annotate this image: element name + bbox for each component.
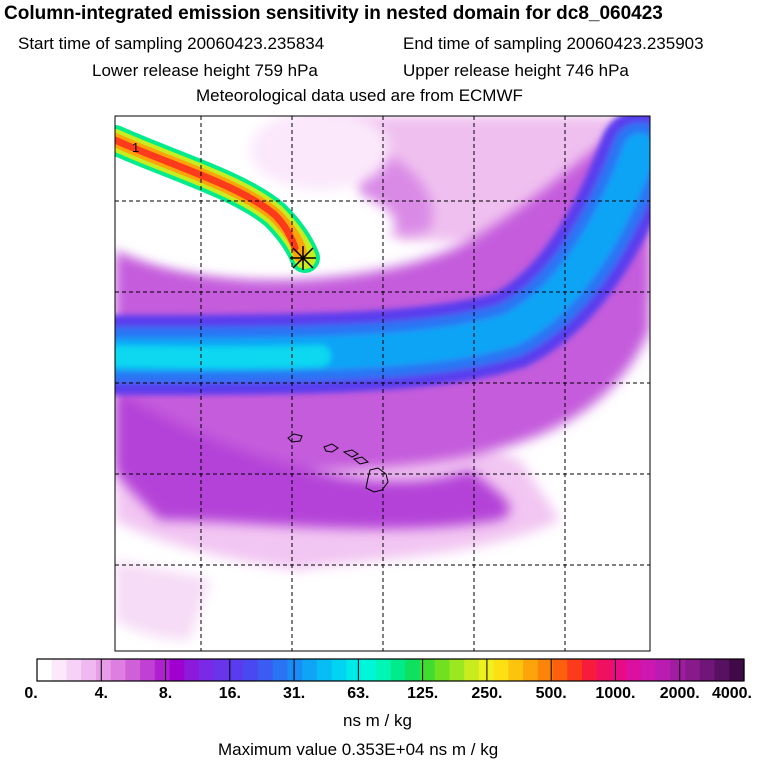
colorbar-swatch [523,659,539,681]
colorbar-swatch [213,659,230,681]
map-grid [115,116,650,651]
colorbar-unit-label: ns m / kg [343,711,412,730]
colorbar-swatch [346,659,362,681]
map-frame [114,115,651,652]
colorbar-swatch [390,659,406,681]
colorbar-swatch [419,659,436,681]
colorbar-tick-label: 0. [24,685,37,702]
start-time-label: Start time of sampling 20060423.235834 [18,34,325,53]
colorbar-swatch [95,659,112,681]
colorbar-swatch [154,659,171,681]
colorbar-swatch [184,659,200,681]
release-point-marker [290,246,316,270]
colorbar-swatch [493,659,509,681]
colorbar-swatch [729,659,745,681]
colorbar-tick-label: 250. [471,685,502,702]
end-time-label: End time of sampling 20060423.235903 [403,34,704,53]
colorbar-swatch [611,659,627,681]
colorbar-tick-label: 2000. [660,685,700,702]
colorbar-swatch [66,659,82,681]
colorbar-swatch [449,659,465,681]
colorbar-swatch [81,659,97,681]
colorbar-swatch [685,659,701,681]
colorbar-tick-label: 63. [347,685,369,702]
colorbar-swatch [464,659,480,681]
max-value-label: Maximum value 0.353E+04 ns m / kg [218,740,499,759]
colorbar-swatch [302,659,318,681]
lower-release-label: Lower release height 759 hPa [92,61,318,80]
colorbar-tick-label: 16. [219,685,241,702]
colorbar-swatch [125,659,141,681]
colorbar-swatch [110,659,126,681]
island-outlines [287,433,389,493]
colorbar-swatch [331,659,347,681]
colorbar-swatch [169,659,185,681]
chart-title: Column-integrated emission sensitivity i… [4,3,663,24]
colorbar-swatch [316,659,333,681]
colorbar-swatch [640,659,657,681]
colorbar-tick-label: 4. [95,685,108,702]
colorbar-swatch [670,659,686,681]
colorbar-swatch [51,659,68,681]
colorbar-swatch [228,659,244,681]
colorbar-swatch [140,659,156,681]
colorbar-tick-label: 500. [536,685,567,702]
colorbar-swatch [581,659,598,681]
colorbar-swatch [199,659,215,681]
colorbar-tick-label: 8. [159,685,172,702]
colorbar-swatch [552,659,568,681]
colorbar-swatch [243,659,259,681]
colorbar-tick-label: 31. [283,685,305,702]
colorbar-swatch [714,659,730,681]
met-data-label: Meteorological data used are from ECMWF [196,86,523,105]
colorbar-tick-label: 4000. [712,685,752,702]
colorbar-swatch [361,659,377,681]
sensitivity-field: 1 [115,116,650,651]
colorbar-swatch [567,659,583,681]
colorbar-swatch [537,659,554,681]
colorbar-swatch [375,659,392,681]
colorbar-ticks: 0. 4. 8. 16. 31. 63. 125. 250. 500. 1000. 2000. 400… [24,659,752,702]
colorbar-swatch [596,659,613,681]
plume-start-label: 1 [132,140,139,155]
colorbar-tick-label: 1000. [595,685,635,702]
colorbar-swatch [699,659,716,681]
colorbar-swatch [257,659,274,681]
colorbar-swatch [272,659,288,681]
colorbar-tick-label: 125. [407,685,438,702]
colorbar-swatch [655,659,671,681]
colorbar-swatch [626,659,642,681]
colorbar-swatch [508,659,524,681]
upper-release-label: Upper release height 746 hPa [403,61,629,80]
colorbar-swatch [434,659,451,681]
colorbar [37,659,745,681]
colorbar-swatch [287,659,303,681]
colorbar-swatch [37,659,53,681]
colorbar-frame [36,658,745,682]
colorbar-swatch [405,659,421,681]
